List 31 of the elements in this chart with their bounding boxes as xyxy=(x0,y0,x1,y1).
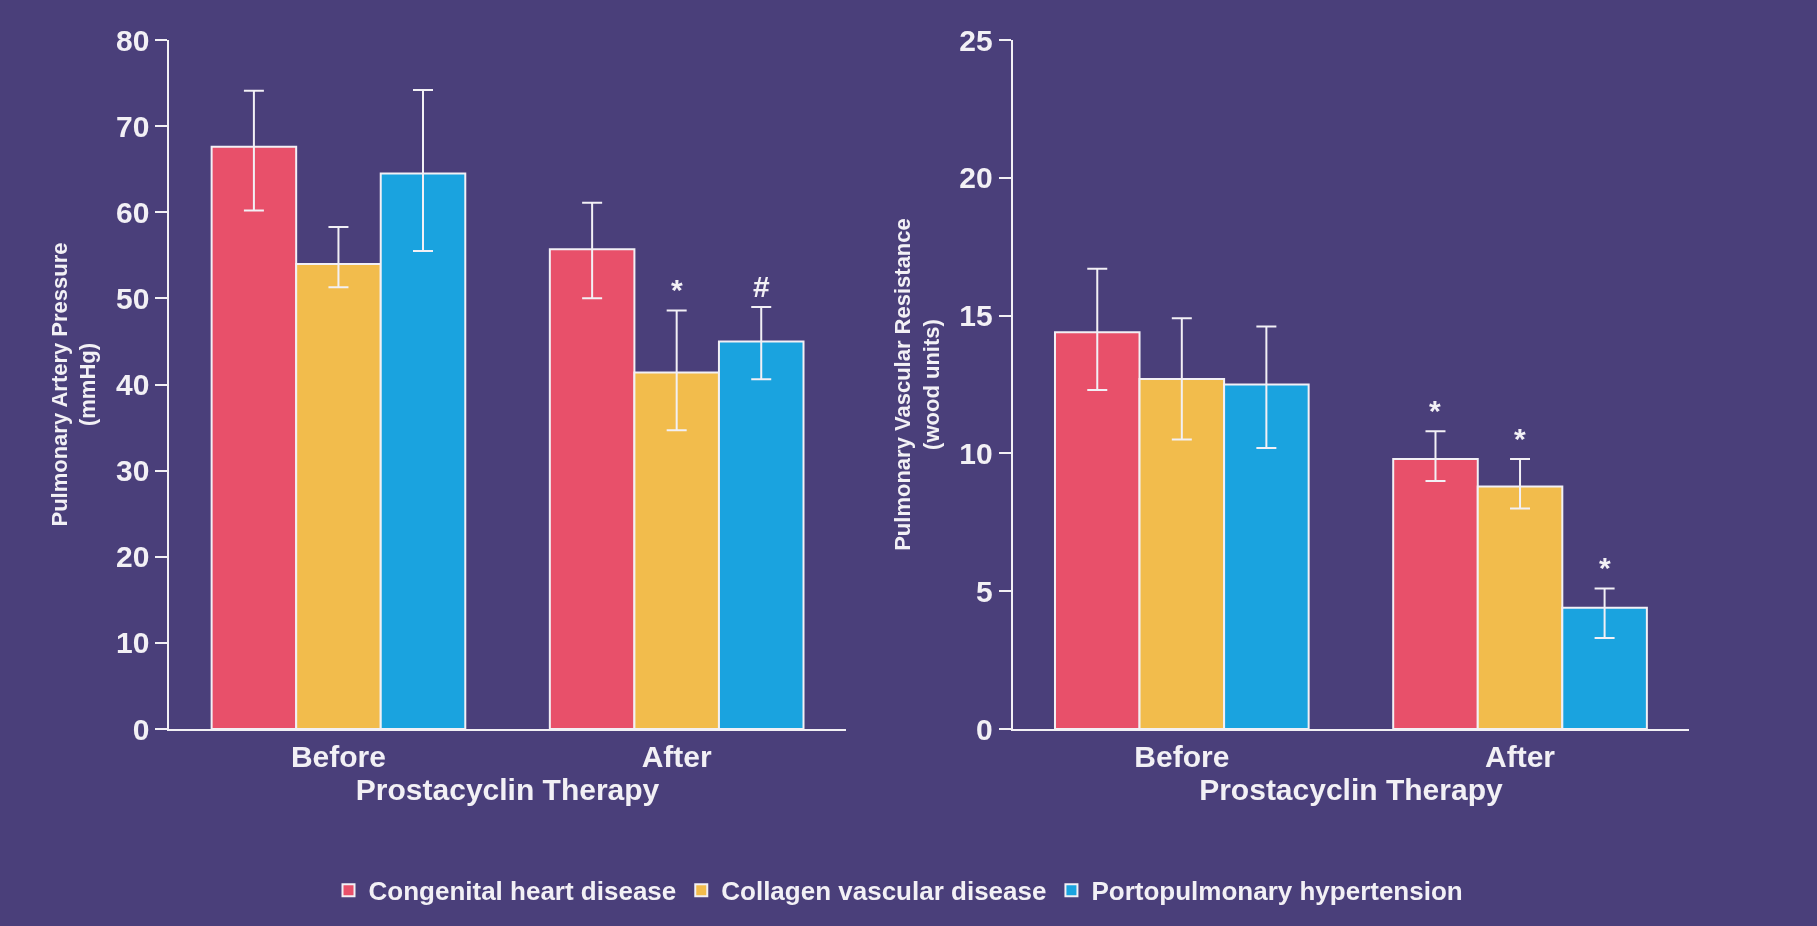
data-label: * xyxy=(1429,394,1441,427)
y-tick-label: 25 xyxy=(959,23,993,57)
y-tick-label: 0 xyxy=(132,712,150,746)
y-tick-label: 70 xyxy=(115,109,150,143)
y-tick-label: 10 xyxy=(115,626,150,660)
x-tick-label: After xyxy=(641,740,712,773)
x-tick-label: Before xyxy=(1134,740,1230,773)
y-tick-label: 60 xyxy=(115,195,150,229)
y-tick-label: 80 xyxy=(115,23,150,57)
y-axis-title: Pulmonary Vascular Resistance (wood units) xyxy=(890,218,944,551)
data-label: * xyxy=(1599,551,1611,584)
y-tick-label: 0 xyxy=(976,712,993,746)
legend-label: Portopulmonary hypertension xyxy=(1091,876,1463,907)
legend-label: Collagen vascular disease xyxy=(721,876,1047,907)
legend-label: Congenital heart disease xyxy=(368,876,677,907)
data-label: * xyxy=(1514,422,1526,455)
x-tick-label: Before xyxy=(290,740,386,773)
y-tick-label: 50 xyxy=(115,281,150,315)
y-axis-title: Pulmonary Artery Pressure (mmHg) xyxy=(46,242,101,527)
y-tick-label: 40 xyxy=(115,368,150,401)
y-tick-label: 20 xyxy=(959,161,993,195)
data-label: * xyxy=(671,273,683,306)
x-axis-title: Prostacyclin Therapy xyxy=(1199,773,1503,806)
y-tick-label: 30 xyxy=(115,454,150,488)
data-label: # xyxy=(753,270,770,303)
y-tick-label: 10 xyxy=(959,436,993,470)
y-tick-label: 20 xyxy=(115,540,150,574)
x-axis-title: Prostacyclin Therapy xyxy=(355,773,660,806)
x-tick-label: After xyxy=(1485,740,1556,773)
y-tick-label: 5 xyxy=(976,574,993,608)
y-tick-label: 15 xyxy=(959,299,993,333)
